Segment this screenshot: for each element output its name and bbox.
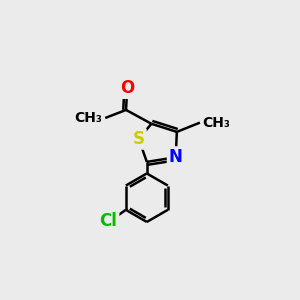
- Text: S: S: [133, 130, 145, 148]
- Text: CH₃: CH₃: [75, 111, 103, 125]
- Text: Cl: Cl: [100, 212, 117, 230]
- Text: O: O: [120, 79, 134, 97]
- Text: N: N: [169, 148, 183, 166]
- Text: CH₃: CH₃: [203, 116, 231, 130]
